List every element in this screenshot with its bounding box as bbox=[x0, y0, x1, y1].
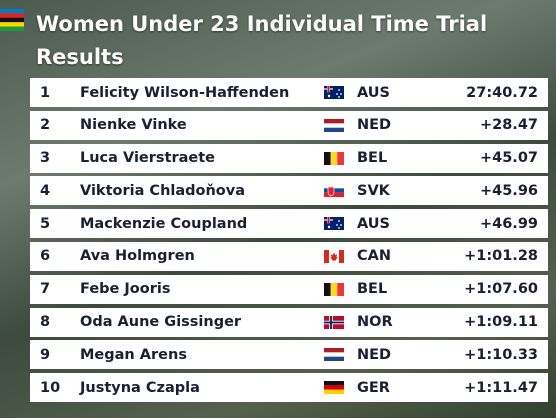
title: Results bbox=[36, 45, 124, 69]
country: CAN bbox=[357, 248, 391, 265]
flag bbox=[324, 249, 344, 263]
country: NED bbox=[357, 117, 392, 134]
row: 6 Ava Holmgren CAN +1:01.28 bbox=[30, 241, 548, 271]
rank: 4 bbox=[40, 182, 51, 199]
country: AUS bbox=[357, 215, 390, 232]
rider: Mackenzie Coupland bbox=[80, 215, 248, 232]
rider: Felicity Wilson-Haffenden bbox=[80, 84, 290, 101]
rank: 3 bbox=[40, 150, 51, 167]
rider: Luca Vierstraete bbox=[80, 150, 216, 167]
flag bbox=[324, 315, 344, 329]
rank: 5 bbox=[40, 215, 51, 232]
rank: 8 bbox=[40, 314, 51, 331]
rider: Febe Jooris bbox=[80, 281, 171, 298]
results-table: 1 Felicity Wilson-Haffenden AUS 27:40.72 2… bbox=[30, 78, 548, 406]
time: +1:09.11 bbox=[464, 314, 538, 331]
time: +1:07.60 bbox=[464, 281, 538, 298]
row: 10 Justyna Czapla GER +1:11.47 bbox=[30, 373, 548, 403]
country: NOR bbox=[357, 314, 393, 331]
flag bbox=[324, 151, 344, 165]
time: 27:40.72 bbox=[466, 84, 538, 101]
country: BEL bbox=[357, 281, 388, 298]
row: 5 Mackenzie Coupland AUS +46.99 bbox=[30, 209, 548, 239]
flag bbox=[324, 282, 344, 296]
row: 1 Felicity Wilson-Haffenden AUS 27:40.72 bbox=[30, 78, 548, 107]
rider: Oda Aune Gissinger bbox=[80, 314, 242, 331]
row: 7 Febe Jooris BEL +1:07.60 bbox=[30, 274, 548, 304]
flag bbox=[324, 86, 344, 99]
row: 4 Viktoria Chladoňova SVK +45.96 bbox=[30, 176, 548, 206]
country: SVK bbox=[357, 182, 390, 199]
rank: 10 bbox=[40, 379, 61, 396]
row: 8 Oda Aune Gissinger NOR +1:09.11 bbox=[30, 307, 548, 337]
rider: Justyna Czapla bbox=[80, 379, 200, 396]
flag bbox=[324, 348, 344, 362]
rider: Megan Arens bbox=[80, 346, 187, 363]
country: NED bbox=[357, 346, 392, 363]
title: Women Under 23 Individual Time Trial bbox=[36, 12, 488, 36]
rider: Ava Holmgren bbox=[80, 248, 195, 265]
time: +1:01.28 bbox=[464, 248, 538, 265]
uci-stripes bbox=[0, 9, 24, 31]
flag bbox=[324, 381, 344, 395]
rank: 7 bbox=[40, 281, 51, 298]
flag bbox=[324, 118, 344, 132]
flag bbox=[324, 184, 344, 198]
flag bbox=[324, 217, 344, 231]
time: +45.96 bbox=[479, 182, 538, 199]
time: +28.47 bbox=[479, 117, 538, 134]
country: AUS bbox=[357, 84, 390, 101]
row: 3 Luca Vierstraete BEL +45.07 bbox=[30, 143, 548, 173]
time: +1:10.33 bbox=[464, 346, 538, 363]
time: +1:11.47 bbox=[464, 379, 538, 396]
row: 9 Megan Arens NED +1:10.33 bbox=[30, 340, 548, 370]
time: +45.07 bbox=[479, 150, 538, 167]
country: GER bbox=[357, 379, 390, 396]
rank: 1 bbox=[40, 84, 51, 101]
rider: Viktoria Chladoňova bbox=[80, 182, 246, 199]
country: BEL bbox=[357, 150, 388, 167]
rank: 6 bbox=[40, 248, 51, 265]
rank: 2 bbox=[40, 117, 51, 134]
row: 2 Nienke Vinke NED +28.47 bbox=[30, 110, 548, 140]
rider: Nienke Vinke bbox=[80, 117, 187, 134]
rank: 9 bbox=[40, 346, 51, 363]
time: +46.99 bbox=[479, 215, 538, 232]
